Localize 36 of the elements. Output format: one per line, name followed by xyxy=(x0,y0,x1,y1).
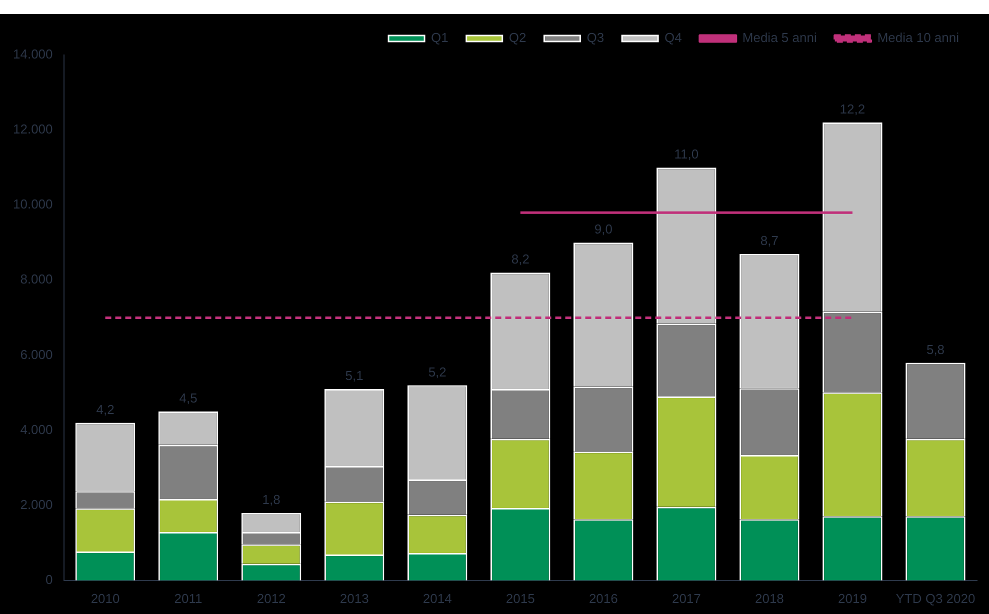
annotation: 4,5 xyxy=(179,390,198,406)
annotation: 9,0 xyxy=(594,222,612,237)
y-tick-label: 8.000 xyxy=(20,272,53,287)
annotation: 8,7 xyxy=(760,232,778,248)
x-tick-label: 2014 xyxy=(422,590,452,606)
legend-label: Media 10 anni xyxy=(877,30,960,46)
legend-label: Q4 xyxy=(664,30,682,46)
y-tick-label: 12.000 xyxy=(12,122,53,137)
annotation: 8,2 xyxy=(511,252,530,267)
y-tick-label: 2.000 xyxy=(20,496,53,512)
legend-label: Q3 xyxy=(586,30,604,46)
x-tick-label: YTD Q3 2020 xyxy=(896,590,976,606)
x-tick-label: 2015 xyxy=(506,590,535,606)
annotation: 5,1 xyxy=(345,368,364,384)
x-tick-label: 2013 xyxy=(340,590,369,606)
y-tick-label: 10.000 xyxy=(12,196,53,212)
x-tick-label: 2018 xyxy=(754,590,784,606)
y-tick-label: 0 xyxy=(46,572,53,587)
y-tick-label: 14.000 xyxy=(12,46,53,62)
annotation: 5,2 xyxy=(428,364,446,380)
annotation: 11,0 xyxy=(674,146,699,162)
annotation: 12,2 xyxy=(840,102,866,117)
y-tick-label: 4.000 xyxy=(20,422,53,437)
annotation: 1,8 xyxy=(262,492,280,507)
x-tick-label: 2016 xyxy=(588,590,618,606)
x-tick-label: 2011 xyxy=(174,590,202,606)
x-tick-label: 2017 xyxy=(672,590,701,606)
legend-label: Q1 xyxy=(431,30,448,46)
annotation: 5,8 xyxy=(926,342,945,357)
x-tick-label: 2012 xyxy=(256,590,286,606)
y-tick-label: 6.000 xyxy=(20,346,53,362)
x-tick-label: 2010 xyxy=(90,590,120,606)
annotation: 4,2 xyxy=(96,402,114,417)
x-tick-label: 2019 xyxy=(838,590,867,606)
legend-label: Media 5 anni xyxy=(742,30,817,46)
legend-label: Q2 xyxy=(508,30,526,46)
